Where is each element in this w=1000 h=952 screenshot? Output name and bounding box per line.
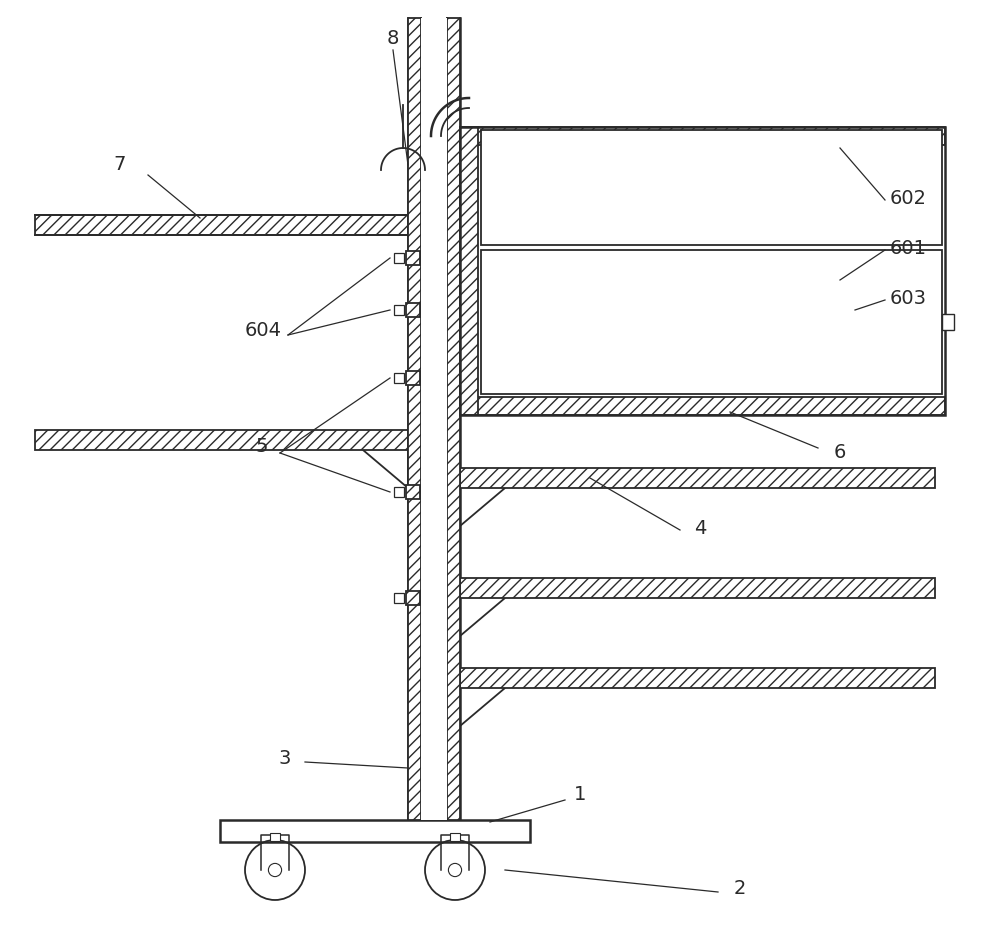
Polygon shape [460, 468, 505, 526]
Text: 604: 604 [244, 321, 282, 340]
Bar [450, 833, 460, 841]
Text: 8: 8 [387, 29, 399, 48]
Bar [394, 593, 404, 603]
Bar [35, 215, 408, 235]
Bar [394, 373, 404, 383]
Text: 601: 601 [890, 239, 926, 257]
Text: 602: 602 [890, 188, 926, 208]
Text: 1: 1 [574, 785, 586, 804]
Bar [460, 468, 935, 488]
Bar [460, 127, 945, 415]
Bar [942, 314, 954, 330]
Bar [394, 305, 404, 315]
Bar [481, 250, 942, 394]
Bar [406, 303, 420, 317]
Text: 5: 5 [256, 438, 268, 457]
Bar [406, 371, 420, 385]
Text: 6: 6 [834, 443, 846, 462]
Bar [460, 668, 935, 688]
Bar [406, 251, 420, 265]
Bar [447, 18, 460, 820]
Bar [460, 578, 935, 598]
Bar [394, 487, 404, 497]
Polygon shape [363, 430, 408, 488]
Text: 4: 4 [694, 519, 706, 538]
Text: 7: 7 [114, 155, 126, 174]
Text: 3: 3 [279, 748, 291, 767]
Polygon shape [460, 668, 505, 726]
Bar [481, 130, 942, 245]
Bar [406, 591, 420, 605]
Bar [460, 127, 478, 415]
Bar [421, 18, 447, 820]
Bar [460, 397, 945, 415]
Bar [394, 253, 404, 263]
Text: 603: 603 [890, 288, 926, 307]
Bar [408, 18, 421, 820]
Bar [220, 820, 530, 842]
Bar [35, 430, 408, 450]
Polygon shape [460, 578, 505, 636]
Bar [460, 127, 945, 145]
Bar [270, 833, 280, 841]
Text: 2: 2 [734, 879, 746, 898]
Bar [406, 485, 420, 499]
